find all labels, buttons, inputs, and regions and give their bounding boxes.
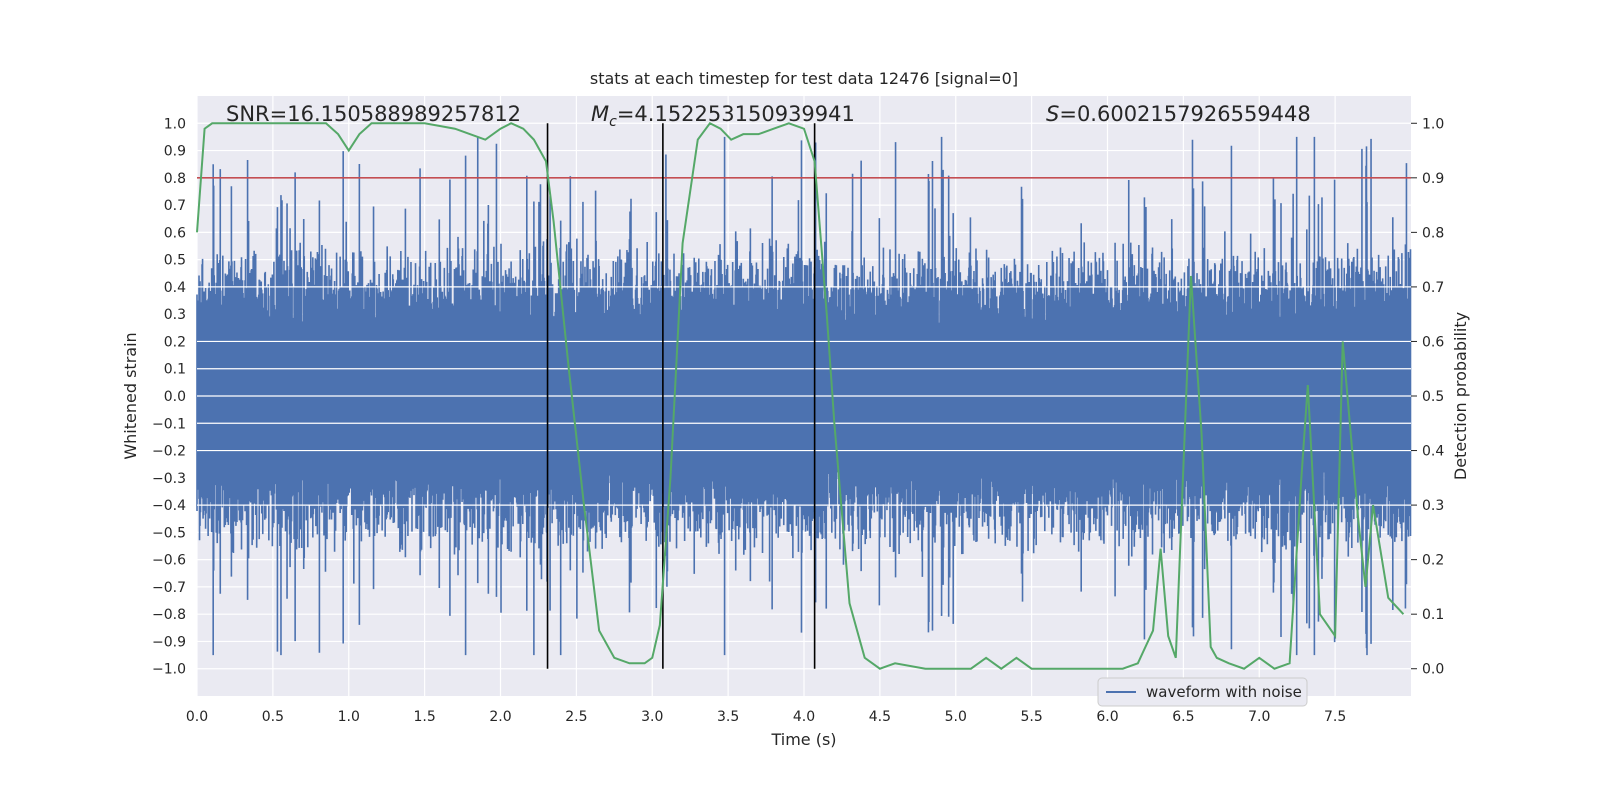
x-tick-label: 0.0 <box>186 709 208 725</box>
x-tick-label: 7.0 <box>1248 709 1270 725</box>
y-right-tick-label: 0.8 <box>1422 225 1444 241</box>
probability-series <box>196 121 1405 670</box>
legend: waveform with noise <box>1097 677 1308 707</box>
y-left-tick-label: −1.0 <box>152 662 186 678</box>
y-axis-right-label: Detection probability <box>1451 312 1470 480</box>
chirp-mass-subscript: c <box>609 114 617 130</box>
y-left-tick-label: 0.6 <box>164 225 186 241</box>
y-left-tick-label: −0.5 <box>152 525 186 541</box>
x-tick-label: 6.5 <box>1172 709 1194 725</box>
x-tick-label: 3.5 <box>717 709 739 725</box>
y-left-tick-label: 0.0 <box>164 389 186 405</box>
x-tick-label: 7.5 <box>1324 709 1346 725</box>
y-left-tick-label: −0.3 <box>152 471 186 487</box>
y-right-tick-label: 0.4 <box>1422 444 1444 460</box>
y-right-tick-label: 0.5 <box>1422 389 1444 405</box>
chirp-mass-value: =4.152253150939941 <box>617 102 855 126</box>
x-tick-label: 6.0 <box>1096 709 1118 725</box>
y-left-tick-label: 0.9 <box>164 144 186 160</box>
y-left-tick-label: 1.0 <box>164 116 186 132</box>
s-annotation: S=0.6002157926559448 <box>1046 102 1311 126</box>
x-tick-label: 5.0 <box>945 709 967 725</box>
y-right-tick-label: 0.2 <box>1422 553 1444 569</box>
y-right-tick-label: 0.6 <box>1422 334 1444 350</box>
x-tick-label: 5.5 <box>1020 709 1042 725</box>
waveform-series <box>196 136 1412 656</box>
y-right-tick-label: 0.0 <box>1422 662 1444 678</box>
y-right-tick-label: 0.3 <box>1422 498 1444 514</box>
x-tick-label: 1.5 <box>413 709 435 725</box>
snr-annotation: SNR=16.150588989257812 <box>226 102 521 126</box>
x-tick-label: 2.5 <box>565 709 587 725</box>
chirp-mass-symbol: M <box>591 102 609 126</box>
y-left-tick-label: −0.2 <box>152 444 186 460</box>
y-left-tick-label: 0.7 <box>164 198 186 214</box>
y-left-tick-label: 0.1 <box>164 362 186 378</box>
y-axis-right-ticks: 1.0 0.9 0.8 0.7 0.6 0.5 0.4 0.3 0.2 0.1 0.0 <box>1411 116 1444 678</box>
s-symbol: S <box>1046 102 1059 126</box>
s-value: =0.6002157926559448 <box>1059 102 1310 126</box>
y-right-tick-label: 0.7 <box>1422 280 1444 296</box>
y-right-tick-label: 0.1 <box>1422 607 1444 623</box>
legend-label: waveform with noise <box>1146 683 1302 701</box>
legend-box <box>1097 677 1308 707</box>
x-tick-label: 4.5 <box>869 709 891 725</box>
y-left-tick-label: −0.6 <box>152 553 186 569</box>
y-axis-left-label: Whitened strain <box>121 332 140 459</box>
y-left-tick-label: −0.7 <box>152 580 186 596</box>
chart-title: stats at each timestep for test data 124… <box>590 69 1018 88</box>
x-axis-ticks: 0.0 0.5 1.0 1.5 2.0 2.5 3.0 3.5 4.0 4.5 5.0 5.5 6.0 6… <box>186 709 1346 725</box>
x-tick-label: 2.0 <box>489 709 511 725</box>
y-left-tick-label: 0.3 <box>164 307 186 323</box>
y-left-tick-label: −0.1 <box>152 416 186 432</box>
x-tick-label: 4.0 <box>793 709 815 725</box>
y-axis-left-ticks: 1.0 0.9 0.8 0.7 0.6 0.5 0.4 0.3 0.2 0.1 0.0 −0.1 −0.… <box>152 116 186 677</box>
y-left-tick-label: −0.8 <box>152 607 186 623</box>
y-left-tick-label: −0.4 <box>152 498 186 514</box>
y-left-tick-label: 0.5 <box>164 253 186 269</box>
y-left-tick-label: 0.4 <box>164 280 186 296</box>
y-right-tick-label: 1.0 <box>1422 116 1444 132</box>
y-right-tick-label: 0.9 <box>1422 171 1444 187</box>
x-tick-label: 0.5 <box>262 709 284 725</box>
y-left-tick-label: 0.2 <box>164 334 186 350</box>
x-axis-label: Time (s) <box>770 730 836 749</box>
x-tick-label: 1.0 <box>338 709 360 725</box>
x-tick-label: 3.0 <box>641 709 663 725</box>
probability-line <box>196 121 1405 670</box>
y-left-tick-label: −0.9 <box>152 634 186 650</box>
y-left-tick-label: 0.8 <box>164 171 186 187</box>
chirp-mass-annotation: Mc=4.152253150939941 <box>591 102 855 130</box>
